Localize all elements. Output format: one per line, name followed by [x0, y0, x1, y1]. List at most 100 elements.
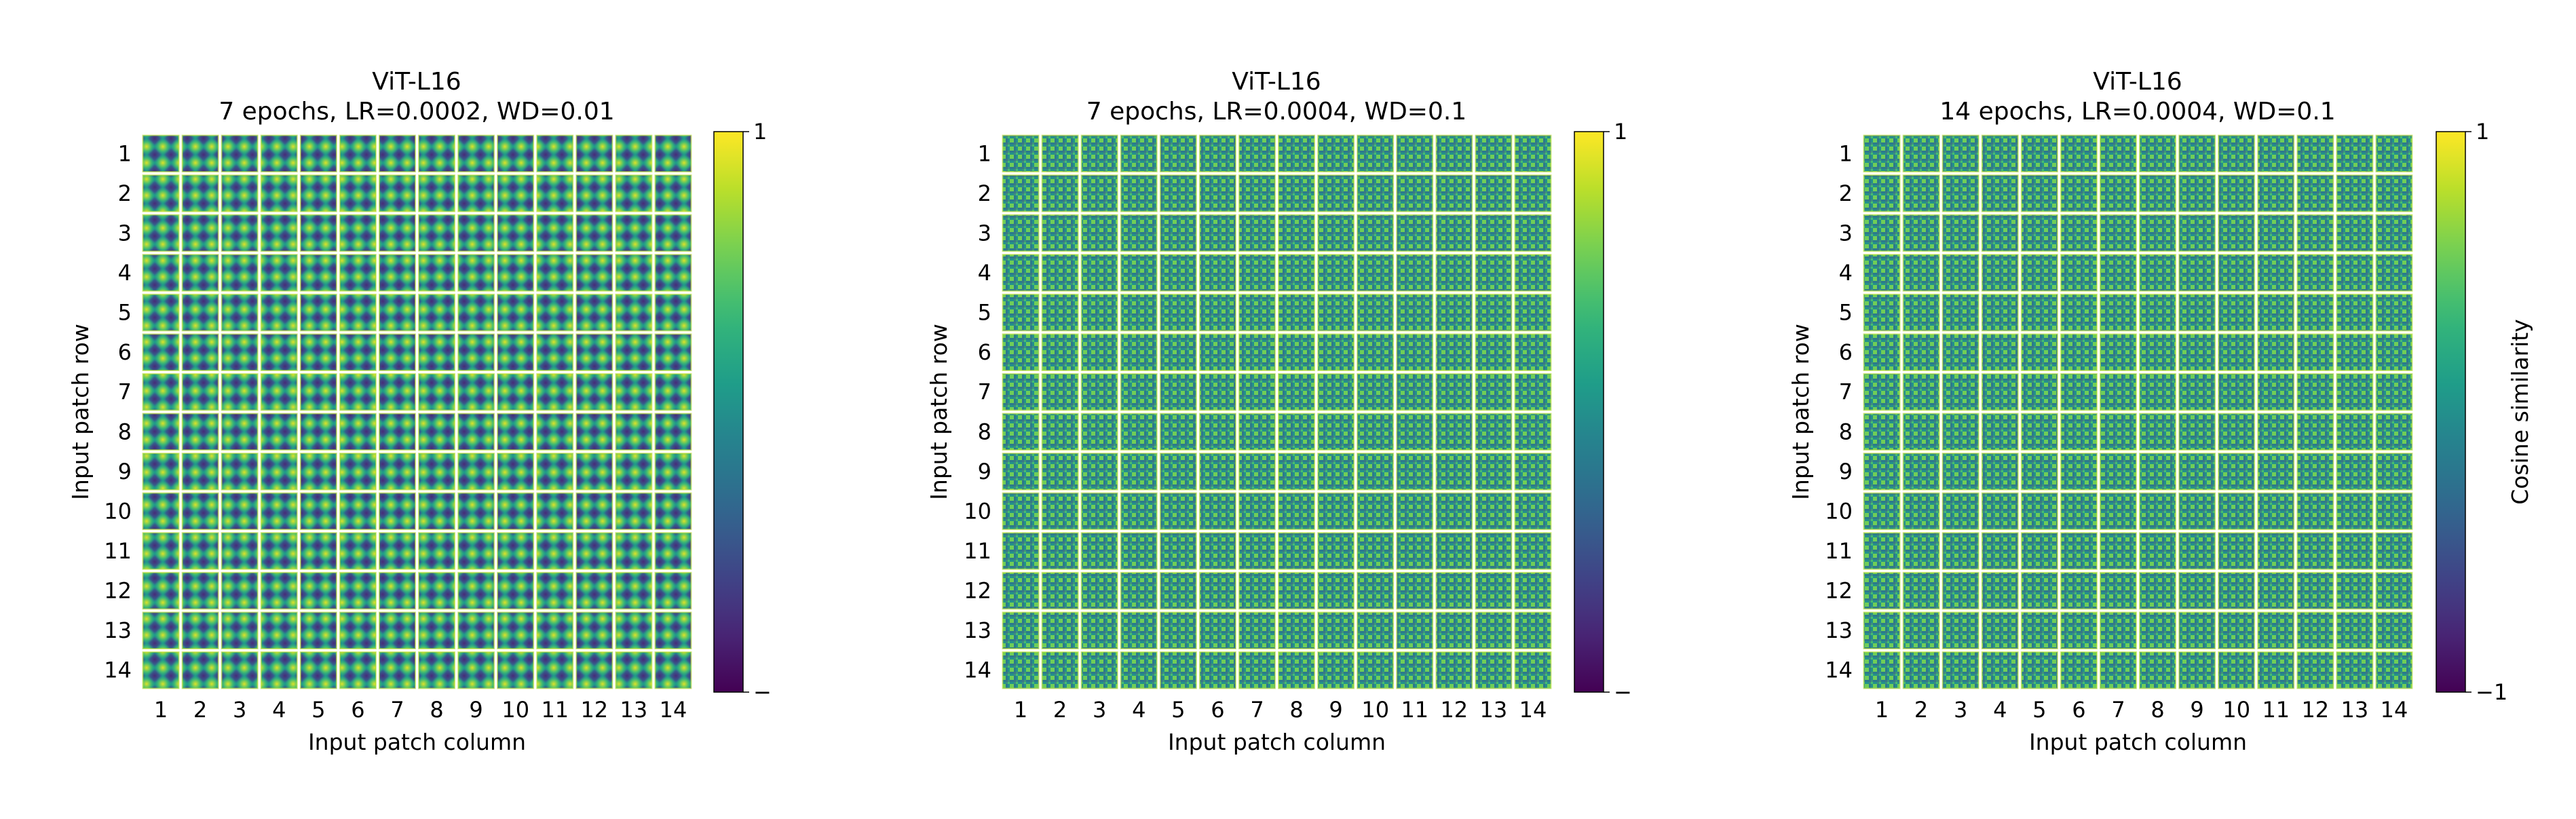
heatmap-tile-r7-c9 [2179, 373, 2216, 411]
heatmap-tile-edge [2296, 651, 2334, 689]
heatmap-tile-edge [2020, 651, 2058, 689]
heatmap-tile-r2-c4 [1982, 175, 2018, 212]
heatmap-tile-r6-c10 [2218, 334, 2255, 370]
heatmap-tile-edge [2336, 651, 2374, 689]
heatmap-tile-r1-c13 [2336, 135, 2373, 172]
heatmap-tile-r9-c12 [2297, 453, 2334, 490]
heatmap-tile-r3-c3 [221, 214, 258, 252]
heatmap-tile-edge [2060, 373, 2098, 411]
colorbar [1574, 131, 1604, 693]
heatmap-tile-r7-c11 [2258, 373, 2294, 411]
y-tick-label: 14 [1825, 658, 1853, 683]
heatmap-tile-edge [1863, 453, 1901, 491]
heatmap-tile-r8-c4 [1120, 413, 1157, 451]
heatmap-tile-edge [1435, 532, 1473, 570]
colorbar-tick-label-top: 1 [2476, 119, 2489, 145]
heatmap-tile-edge [418, 134, 456, 173]
heatmap-tile-edge [142, 214, 180, 252]
heatmap-tile-r7-c11 [537, 373, 573, 411]
heatmap-tile-edge [142, 492, 180, 531]
heatmap-tile-r1-c11 [537, 135, 573, 172]
heatmap-tile-edge [1159, 254, 1197, 292]
heatmap-tile-edge [497, 571, 535, 610]
heatmap-tile-edge [2257, 174, 2295, 212]
heatmap-tile-edge [2060, 214, 2098, 252]
heatmap-tile-r11-c6 [2060, 533, 2097, 569]
heatmap-tile-edge [1357, 571, 1395, 610]
heatmap-tile-edge [2139, 492, 2177, 531]
heatmap-tile-r8-c10 [2218, 413, 2255, 451]
x-tick-label: 5 [311, 697, 325, 723]
heatmap-tile-edge [221, 532, 259, 570]
heatmap-tile-r4-c5 [1160, 254, 1196, 291]
heatmap-tile-edge [497, 134, 535, 173]
heatmap-tile-edge [2099, 174, 2137, 212]
heatmap-tile-r6-c1 [143, 334, 179, 370]
y-tick-label: 5 [1839, 300, 1853, 326]
heatmap-tile-edge [2375, 134, 2413, 173]
heatmap-tile-edge [1981, 373, 2019, 411]
heatmap-tile-edge [536, 492, 574, 531]
heatmap-tile-edge [1041, 532, 1079, 570]
heatmap-tile-edge [2099, 134, 2137, 173]
heatmap-tile-r6-c13 [2336, 334, 2373, 370]
heatmap-tile-edge [615, 333, 653, 371]
heatmap-tile-r1-c5 [2021, 135, 2058, 172]
heatmap-tile-r13-c1 [1002, 612, 1039, 649]
heatmap-tile-r12-c7 [379, 572, 415, 609]
heatmap-tile-edge [418, 571, 456, 610]
heatmap-tile-edge [2296, 373, 2334, 411]
heatmap-tile-r11-c3 [221, 533, 258, 569]
heatmap-tile-edge [1475, 611, 1513, 650]
heatmap-tile-edge [378, 254, 417, 292]
heatmap-tile-edge [2020, 571, 2058, 610]
heatmap-tile-r2-c12 [2297, 175, 2334, 212]
heatmap-tile-edge [1514, 373, 1552, 411]
heatmap-tile-edge [1942, 492, 1980, 531]
x-axis-label: Input patch column [2029, 729, 2247, 755]
heatmap-tile-r2-c13 [615, 175, 652, 212]
heatmap-tile-edge [1041, 214, 1079, 252]
heatmap-tile-r11-c8 [419, 533, 455, 569]
heatmap-tile-r11-c9 [2179, 533, 2216, 569]
heatmap-tile-edge [536, 571, 574, 610]
heatmap-tile-r5-c10 [1357, 294, 1394, 331]
heatmap-tile-edge [299, 611, 337, 650]
heatmap-tile-r11-c2 [182, 533, 219, 569]
heatmap-tile-r9-c11 [2258, 453, 2294, 490]
heatmap-tile-r5-c7 [1238, 294, 1275, 331]
heatmap-tile-r3-c7 [1238, 214, 1275, 252]
heatmap-tile-edge [260, 611, 298, 650]
heatmap-tile-r7-c11 [1397, 373, 1433, 411]
heatmap-tile-edge [299, 373, 337, 411]
y-axis-label: Input patch row [1787, 324, 1814, 500]
heatmap-tile-edge [457, 571, 495, 610]
heatmap-tile-edge [1198, 134, 1237, 173]
heatmap-tile-edge [1080, 214, 1118, 252]
heatmap-tile-edge [2218, 174, 2256, 212]
heatmap-tile-r4-c14 [1515, 254, 1551, 291]
heatmap-tile-r11-c1 [1863, 533, 1900, 569]
heatmap-tile-r4-c14 [2376, 254, 2412, 291]
heatmap-tile-r8-c3 [221, 413, 258, 451]
heatmap-tile-r7-c5 [1160, 373, 1196, 411]
x-tick-label: 2 [1914, 697, 1928, 723]
heatmap-tile-edge [1981, 611, 2019, 650]
heatmap-tile-r9-c9 [2179, 453, 2216, 490]
heatmap-tile-r9-c10 [2218, 453, 2255, 490]
heatmap-tile-edge [2020, 453, 2058, 491]
x-axis-label: Input patch column [308, 729, 526, 755]
heatmap-tile-r2-c11 [2258, 175, 2294, 212]
heatmap-tile-edge [181, 174, 219, 212]
heatmap-tile-r9-c12 [1436, 453, 1473, 490]
heatmap-tile-edge [1120, 571, 1158, 610]
heatmap-tile-edge [1902, 134, 1940, 173]
heatmap-tile-edge [2099, 611, 2137, 650]
heatmap-tile-edge [418, 293, 456, 332]
heatmap-tile-edge [142, 134, 180, 173]
heatmap-tile-edge [2257, 611, 2295, 650]
heatmap-tile-edge [1514, 254, 1552, 292]
heatmap-tile-edge [536, 413, 574, 451]
heatmap-tile-edge [1357, 453, 1395, 491]
heatmap-tile-r14-c14 [655, 651, 692, 689]
